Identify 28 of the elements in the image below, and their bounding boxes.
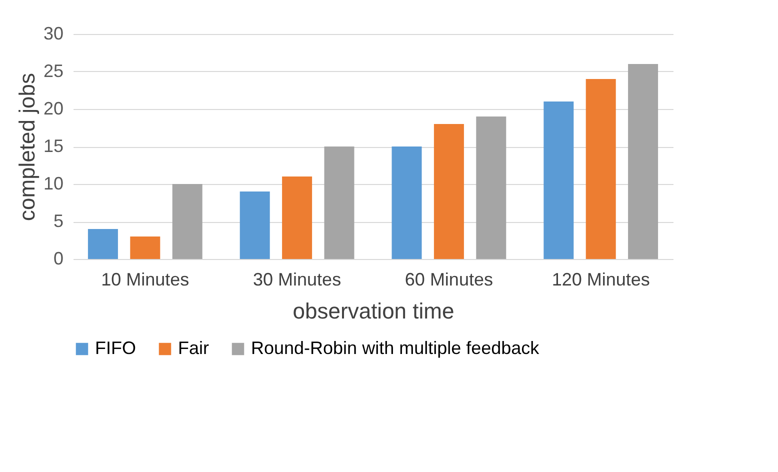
bar: [544, 102, 574, 259]
y-tick-label: 20: [43, 98, 64, 118]
y-tick-label: 15: [43, 136, 64, 156]
bar: [172, 184, 202, 259]
y-axis-title: completed jobs: [14, 73, 40, 221]
bar: [628, 64, 658, 259]
bar: [88, 229, 118, 259]
bar: [434, 124, 464, 259]
y-tick-label: 0: [53, 248, 64, 268]
legend-label: FIFO: [95, 338, 136, 358]
legend-label: Round-Robin with multiple feedback: [251, 338, 540, 358]
bar: [392, 146, 422, 259]
bar: [240, 192, 270, 259]
x-tick-label: 120 Minutes: [552, 270, 650, 290]
x-axis-title: observation time: [292, 298, 454, 324]
x-tick-label: 10 Minutes: [101, 270, 190, 290]
bar: [476, 116, 506, 259]
y-tick-label: 25: [43, 61, 64, 81]
y-tick-label: 10: [43, 174, 64, 194]
bar: [130, 236, 160, 259]
x-tick-label: 60 Minutes: [404, 270, 493, 290]
bar: [282, 176, 312, 259]
x-tick-label: 30 Minutes: [253, 270, 342, 290]
y-tick-label: 5: [53, 211, 64, 231]
legend-label: Fair: [178, 338, 210, 358]
bar: [324, 146, 354, 259]
y-tick-label: 30: [43, 24, 64, 44]
bar: [586, 79, 616, 259]
